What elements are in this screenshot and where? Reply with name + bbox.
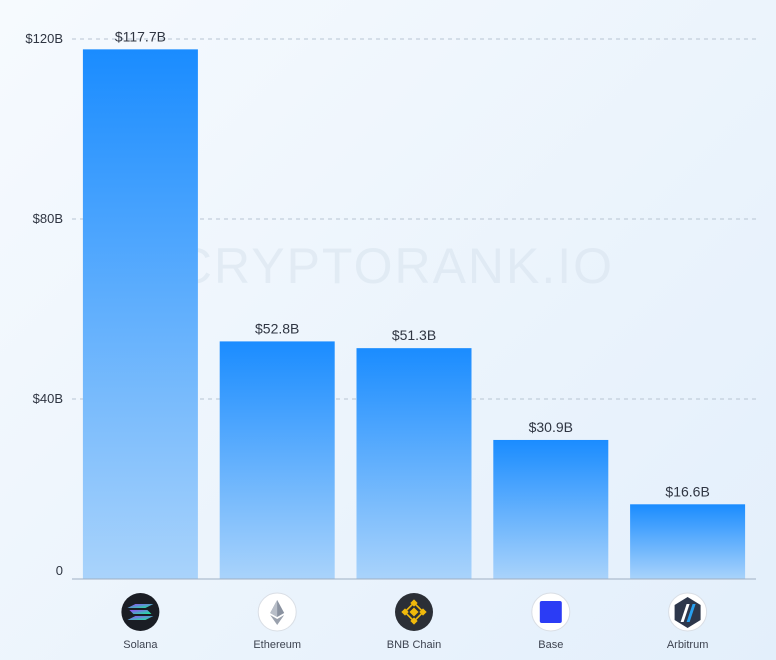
bar-arbitrum <box>630 504 746 579</box>
data-label: $117.7B <box>115 28 166 44</box>
x-tick-label: BNB Chain <box>387 639 441 651</box>
x-tick-label: Solana <box>123 639 158 651</box>
bnb-chain-icon <box>395 593 433 631</box>
y-tick-label: $80B <box>33 211 63 226</box>
y-tick-label: $40B <box>33 391 63 406</box>
bar-bnb-chain <box>356 348 472 579</box>
data-label: $52.8B <box>255 320 299 336</box>
x-tick-label: Ethereum <box>253 639 301 651</box>
ethereum-icon <box>257 592 297 632</box>
y-tick-label: $120B <box>25 31 63 46</box>
bar-solana <box>82 49 198 580</box>
base-icon <box>531 592 571 632</box>
y-tick-label: 0 <box>56 563 63 578</box>
x-tick-label: Base <box>538 639 563 651</box>
data-label: $30.9B <box>529 419 573 435</box>
data-label: $16.6B <box>665 483 709 499</box>
solana-icon <box>121 593 160 631</box>
bar-ethereum <box>219 341 335 579</box>
arbitrum-icon <box>668 592 708 632</box>
x-tick-label: Arbitrum <box>667 639 709 651</box>
bar-base <box>493 439 609 579</box>
watermark: CRYPTORANK.IO <box>176 238 614 294</box>
data-label: $51.3B <box>392 327 436 343</box>
